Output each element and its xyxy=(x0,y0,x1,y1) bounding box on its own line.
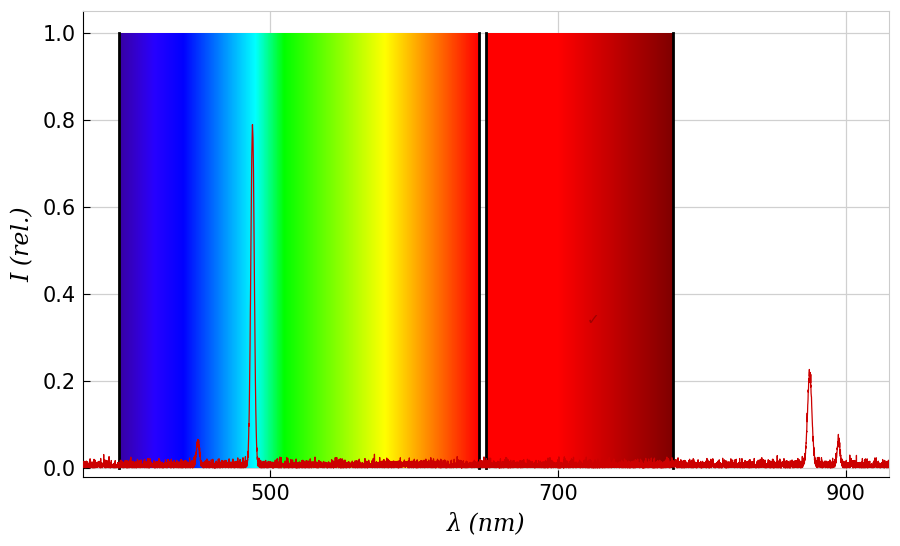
X-axis label: λ (nm): λ (nm) xyxy=(446,512,525,535)
Y-axis label: I (rel.): I (rel.) xyxy=(11,206,34,282)
Text: ✓: ✓ xyxy=(587,312,599,328)
